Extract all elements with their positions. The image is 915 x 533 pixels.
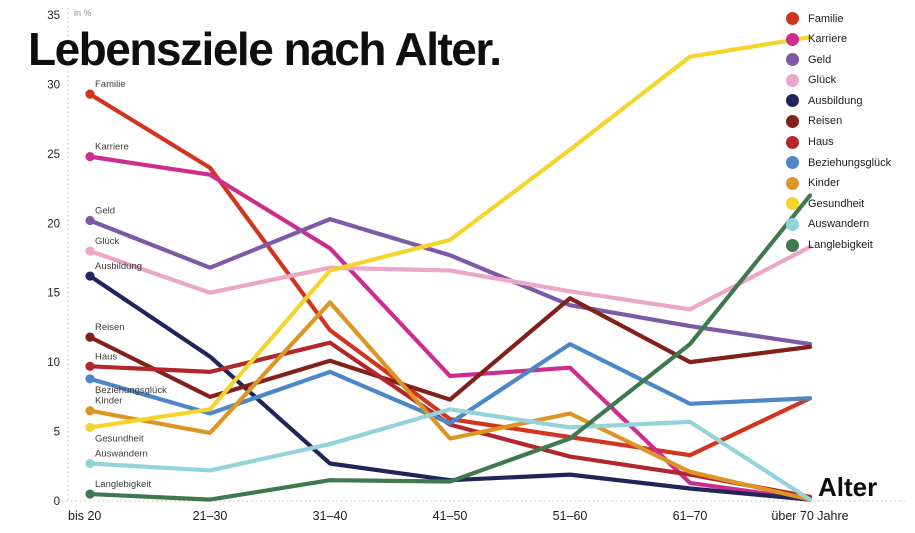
- legend-item-label: Beziehungsglück: [808, 156, 892, 169]
- series-start-dot-haus: [85, 361, 95, 371]
- x-axis-title: Alter: [818, 472, 878, 502]
- series-line-gluck: [87, 244, 813, 312]
- series-label-reisen: Reisen: [95, 322, 125, 333]
- x-tick-label-: 51–60: [553, 509, 588, 523]
- x-tick-label-uberjahre: über 70 Jahre: [771, 509, 848, 523]
- legend-swatch-icon: [786, 176, 799, 190]
- legend-swatch-icon: [786, 12, 799, 25]
- legend-item-haus: Haus: [786, 135, 891, 149]
- series-line-kinder: [87, 300, 813, 502]
- series-line-ausbildung: [87, 273, 813, 502]
- series-line-beziehungsgluck: [87, 341, 813, 426]
- legend: Familie Karriere Geld Glück Ausbildung Reisen…: [786, 12, 891, 252]
- series-start-dot-beziehungsgluck: [85, 374, 95, 384]
- series-line-langlebigkeit: [87, 193, 813, 502]
- legend-swatch-icon: [786, 156, 799, 170]
- series-label-gluck: Glück: [95, 236, 120, 247]
- legend-item-label: Geld: [808, 53, 832, 66]
- series-line-familie: [87, 92, 813, 458]
- unit-label: in %: [74, 8, 92, 18]
- series-label-auswandern: Auswandern: [95, 449, 148, 460]
- series-label-langlebigkeit: Langlebigkeit: [95, 479, 151, 490]
- series-line-auswandern: [87, 407, 813, 502]
- legend-item-familie: Familie: [786, 12, 891, 25]
- y-tick-label-5: 5: [54, 427, 60, 439]
- legend-item-beziehungsgluck: Beziehungsglück: [786, 156, 892, 170]
- legend-item-label: Karriere: [808, 33, 848, 46]
- series-start-dot-karriere: [85, 152, 95, 162]
- x-tick-label-: 21–30: [193, 509, 228, 523]
- legend-item-label: Familie: [808, 12, 844, 25]
- legend-item-label: Reisen: [808, 115, 843, 128]
- legend-item-label: Glück: [808, 74, 837, 87]
- y-tick-label-20: 20: [47, 218, 60, 230]
- legend-item-reisen: Reisen: [786, 114, 891, 128]
- series-label-haus: Haus: [95, 351, 117, 362]
- x-tick-label-bis: bis 20: [68, 509, 101, 523]
- series-line-reisen: [87, 296, 813, 402]
- legend-item-label: Haus: [808, 136, 834, 149]
- series-start-dot-gesundheit: [85, 422, 95, 433]
- y-tick-label-30: 30: [47, 79, 60, 91]
- legend-item-gesundheit: Gesundheit: [786, 197, 891, 211]
- x-tick-label-: 31–40: [313, 509, 348, 523]
- series-line-geld: [87, 217, 813, 347]
- series-start-dot-familie: [85, 89, 95, 99]
- legend-item-karriere: Karriere: [786, 32, 891, 46]
- series-start-dot-geld: [85, 215, 95, 226]
- chart-title: Lebensziele nach Alter.: [28, 23, 502, 75]
- series-label-ausbildung: Ausbildung: [95, 261, 142, 272]
- y-tick-label-35: 35: [47, 10, 60, 22]
- legend-item-label: Kinder: [808, 177, 840, 190]
- legend-swatch-icon: [786, 94, 799, 108]
- series-start-dot-ausbildung: [85, 271, 95, 281]
- y-tick-label-15: 15: [47, 288, 60, 300]
- legend-swatch-icon: [786, 32, 799, 46]
- series-label-geld: Geld: [95, 206, 115, 217]
- legend-item-label: Gesundheit: [808, 197, 865, 210]
- y-tick-label-0: 0: [54, 496, 60, 508]
- series-label-familie: Familie: [95, 79, 126, 90]
- legend-item-gluck: Glück: [786, 73, 891, 87]
- series-start-dot-auswandern: [85, 458, 95, 469]
- series-start-dot-kinder: [85, 406, 95, 416]
- legend-swatch-icon: [786, 238, 799, 252]
- series-start-dot-reisen: [85, 332, 95, 342]
- legend-item-kinder: Kinder: [786, 176, 891, 190]
- series-line-karriere: [87, 154, 813, 502]
- series-start-dot-langlebigkeit: [85, 489, 95, 499]
- x-tick-label-: 41–50: [433, 509, 468, 523]
- y-tick-label-25: 25: [47, 149, 60, 161]
- y-tick-label-10: 10: [47, 357, 60, 369]
- series-label-gesundheit: Gesundheit: [95, 433, 144, 444]
- x-tick-label-: 61–70: [673, 509, 708, 523]
- legend-item-ausbildung: Ausbildung: [786, 94, 891, 108]
- series-label-kinder: Kinder: [95, 396, 122, 407]
- legend-swatch-icon: [786, 135, 799, 149]
- legend-swatch-icon: [786, 73, 799, 87]
- legend-item-geld: Geld: [786, 53, 891, 67]
- series-start-dot-gluck: [85, 246, 95, 256]
- series-line-gesundheit: [87, 35, 813, 430]
- legend-item-auswandern: Auswandern: [786, 217, 891, 231]
- legend-swatch-icon: [786, 197, 799, 211]
- legend-item-label: Auswandern: [808, 218, 870, 231]
- legend-item-label: Langlebigkeit: [808, 239, 873, 252]
- series-label-beziehungsgluck: Beziehungsglück: [95, 385, 167, 396]
- legend-swatch-icon: [786, 53, 799, 67]
- legend-swatch-icon: [786, 217, 799, 231]
- legend-item-label: Ausbildung: [808, 94, 863, 107]
- legend-swatch-icon: [786, 114, 799, 128]
- legend-item-langlebigkeit: Langlebigkeit: [786, 238, 891, 252]
- series-label-karriere: Karriere: [95, 142, 129, 153]
